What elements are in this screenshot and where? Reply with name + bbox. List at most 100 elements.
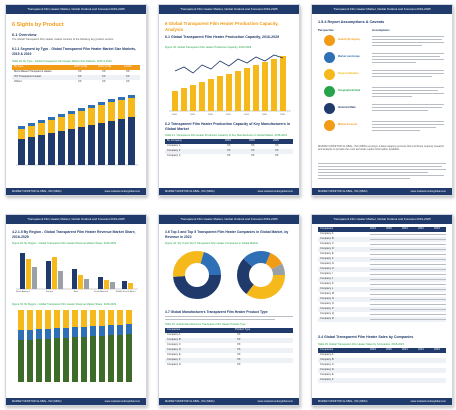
section-heading: 6.1 Overview — [12, 32, 37, 37]
page-title: 1.5.4 Report Assumptions & Caveats — [318, 20, 385, 24]
assumption-item: Market Forecast — [318, 118, 446, 134]
page-footer: MARKET MONITOR GLOBAL, INC (MMG) www.mark… — [159, 188, 299, 195]
table-row: Company 2 XX XX XX — [165, 149, 293, 154]
table-row: Company C — [320, 242, 334, 245]
product-type-table: Companies Product Type Company A XX Compan… — [165, 328, 293, 368]
table-row: Company B XX — [165, 338, 293, 343]
circle-icon — [324, 86, 335, 97]
svg-text:2016: 2016 — [172, 114, 178, 116]
table-row: Company E — [320, 373, 334, 376]
chart-caption: Figure 40. Global Transparent Film Heate… — [165, 46, 252, 49]
chart-caption: Figure 63. By Region - Global Transparen… — [12, 303, 117, 306]
table-row: Others XX XX XX — [14, 80, 130, 83]
circle-icon — [324, 103, 335, 114]
table-header-row: Companies 2019 2020 2021 2022 2023 — [318, 348, 446, 353]
chart-caption: Figure 62. By Region - Global Transparen… — [12, 242, 117, 245]
svg-text:2022: 2022 — [226, 114, 232, 116]
table-values — [370, 233, 446, 327]
page-header: Transparent Film Heater Market, Global O… — [312, 215, 452, 224]
table-row: Company Q — [320, 312, 334, 315]
table-row: Company K — [320, 282, 334, 285]
svg-text:2028: 2028 — [280, 114, 286, 116]
circle-icon — [324, 52, 335, 63]
type-table: By Type 2015 (US$) 2019 (US$) CAGR Micro-Ba… — [12, 65, 140, 89]
table-row: Company C XX — [167, 343, 241, 346]
disclaimer-text: MARKET MONITOR GLOBAL, INC (MMG) employs… — [318, 145, 444, 152]
subsection-heading: 6.1.1 Segment by Type - Global Transpare… — [12, 47, 136, 56]
section-heading: 3.7 Global Manufacturers Transparent Fil… — [165, 310, 268, 314]
report-page-3: Transparent Film Heater Market, Global O… — [311, 4, 453, 196]
sales-table-2: Companies 2019 2020 2021 2022 2023 Company A … — [318, 348, 446, 388]
table-row: Micro-Based Transparent Heater XX XX XX — [14, 70, 130, 73]
table-row: Company D XX — [165, 348, 293, 353]
page-header: Transparent Film Heater Market, Global O… — [159, 215, 299, 224]
table-header-row: By Type 2015 (US$) 2019 (US$) CAGR — [12, 65, 140, 70]
table-row: Company A XX — [167, 333, 241, 336]
svg-text:2026: 2026 — [262, 114, 268, 116]
table-header-row: Companies Product Type — [165, 328, 293, 333]
report-page-1: Transparent Film Heater Market, Global O… — [5, 4, 147, 196]
table-row: Company D — [318, 368, 446, 373]
donut-chart-top3 — [173, 251, 221, 299]
table-row: Company F — [318, 378, 446, 383]
table-header-row: Companies 2019 2020 2021 2022 2023 — [318, 227, 446, 232]
table-row: Company 3 XX XX XX — [167, 154, 279, 157]
section-heading: 3.4 Global Transparent Film Heater Sales… — [318, 335, 414, 339]
circle-icon — [324, 120, 335, 131]
table-row: Company E XX — [167, 353, 241, 356]
page-footer: MARKET MONITOR GLOBAL, INC (MMG) www.mark… — [159, 398, 299, 405]
table-row: Company A — [320, 232, 334, 235]
table-row: Company E — [320, 252, 334, 255]
report-page-2: Transparent Film Heater Market, Global O… — [158, 4, 300, 196]
page-footer: MARKET MONITOR GLOBAL, INC (MMG) www.mark… — [6, 398, 146, 405]
stacked-bar-chart — [16, 95, 138, 166]
assumption-item: Regional Markets — [318, 67, 446, 83]
assumption-item: Industry/Company — [318, 33, 446, 49]
page-footer: MARKET MONITOR GLOBAL, INC (MMG) www.mark… — [312, 398, 452, 405]
table-row: Company 1 XX XX XX — [167, 144, 279, 147]
page-title: 3.6 Top 3 and Top 5 Transparent Film Hea… — [165, 230, 289, 239]
table-row: Company F XX — [165, 358, 293, 363]
regional-share-chart — [18, 310, 132, 382]
donut-chart-top5 — [237, 251, 285, 299]
svg-text:2018: 2018 — [190, 114, 196, 116]
page-title: 6 Global Transparent Film Heater Product… — [165, 21, 279, 32]
assumption-item: Market Landscape — [318, 50, 446, 66]
regional-bar-chart — [16, 253, 138, 290]
table-caption: Table 41. Transparent Film Heater Produc… — [165, 134, 287, 137]
table-row: Company B — [318, 358, 446, 363]
body-text: The Global Transparent Film Heater marke… — [12, 38, 115, 41]
page-title: 4.2.1.5 By Region - Global Transparent F… — [12, 230, 136, 239]
table-row: Company G XX — [167, 363, 241, 366]
table-caption: Table 45. Global Manufacturers Transpare… — [165, 323, 246, 326]
page-footer: MARKET MONITOR GLOBAL, INC (MMG) www.mark… — [6, 188, 146, 195]
section-heading: 6.2 Transparent Film Heater Production C… — [165, 122, 291, 131]
svg-text:2024: 2024 — [244, 114, 250, 116]
page-header: Transparent Film Heater Market, Global O… — [159, 5, 299, 14]
circle-icon — [324, 35, 335, 46]
table-row: Company A — [320, 353, 334, 356]
table-row: Company C — [320, 363, 334, 366]
table-caption: Table 29. Global Transparent Film Heater… — [318, 343, 404, 346]
page-header: Transparent Film Heater Market, Global O… — [6, 5, 146, 14]
section-heading: 6.1 Global Transparent Film Heater Produ… — [165, 35, 280, 39]
page-title: 6 Sights by Product — [12, 22, 64, 28]
table-row: Company M — [320, 292, 334, 295]
page-header: Transparent Film Heater Market, Global O… — [312, 5, 452, 14]
table-row: ITO Transparent Heater XX XX XX — [12, 75, 140, 80]
table-header-row: By Company 2019 2020 2025 — [165, 139, 293, 144]
capacity-bar-chart: 2016 2018 2020 2022 2024 2026 2028 — [169, 54, 291, 116]
table-row: Company G — [320, 262, 334, 265]
capacity-table: By Company 2019 2020 2025 Company 1 XX XX XX C… — [165, 139, 293, 161]
table-caption: Table 39. By Type - Global Transparent F… — [12, 60, 112, 63]
page-header: Transparent Film Heater Market, Global O… — [6, 215, 146, 224]
table-row: Company O — [320, 302, 334, 305]
circle-icon — [324, 69, 335, 80]
assumption-item: Geographical Data — [318, 84, 446, 100]
report-page-6: Transparent Film Heater Market, Global O… — [311, 214, 453, 406]
perspective-heading: Perspective — [318, 28, 334, 32]
table-row: Company I — [320, 272, 333, 275]
assumptions-heading: Assumptions — [372, 28, 390, 32]
report-page-4: Transparent Film Heater Market, Global O… — [5, 214, 147, 406]
report-page-5: Transparent Film Heater Market, Global O… — [158, 214, 300, 406]
